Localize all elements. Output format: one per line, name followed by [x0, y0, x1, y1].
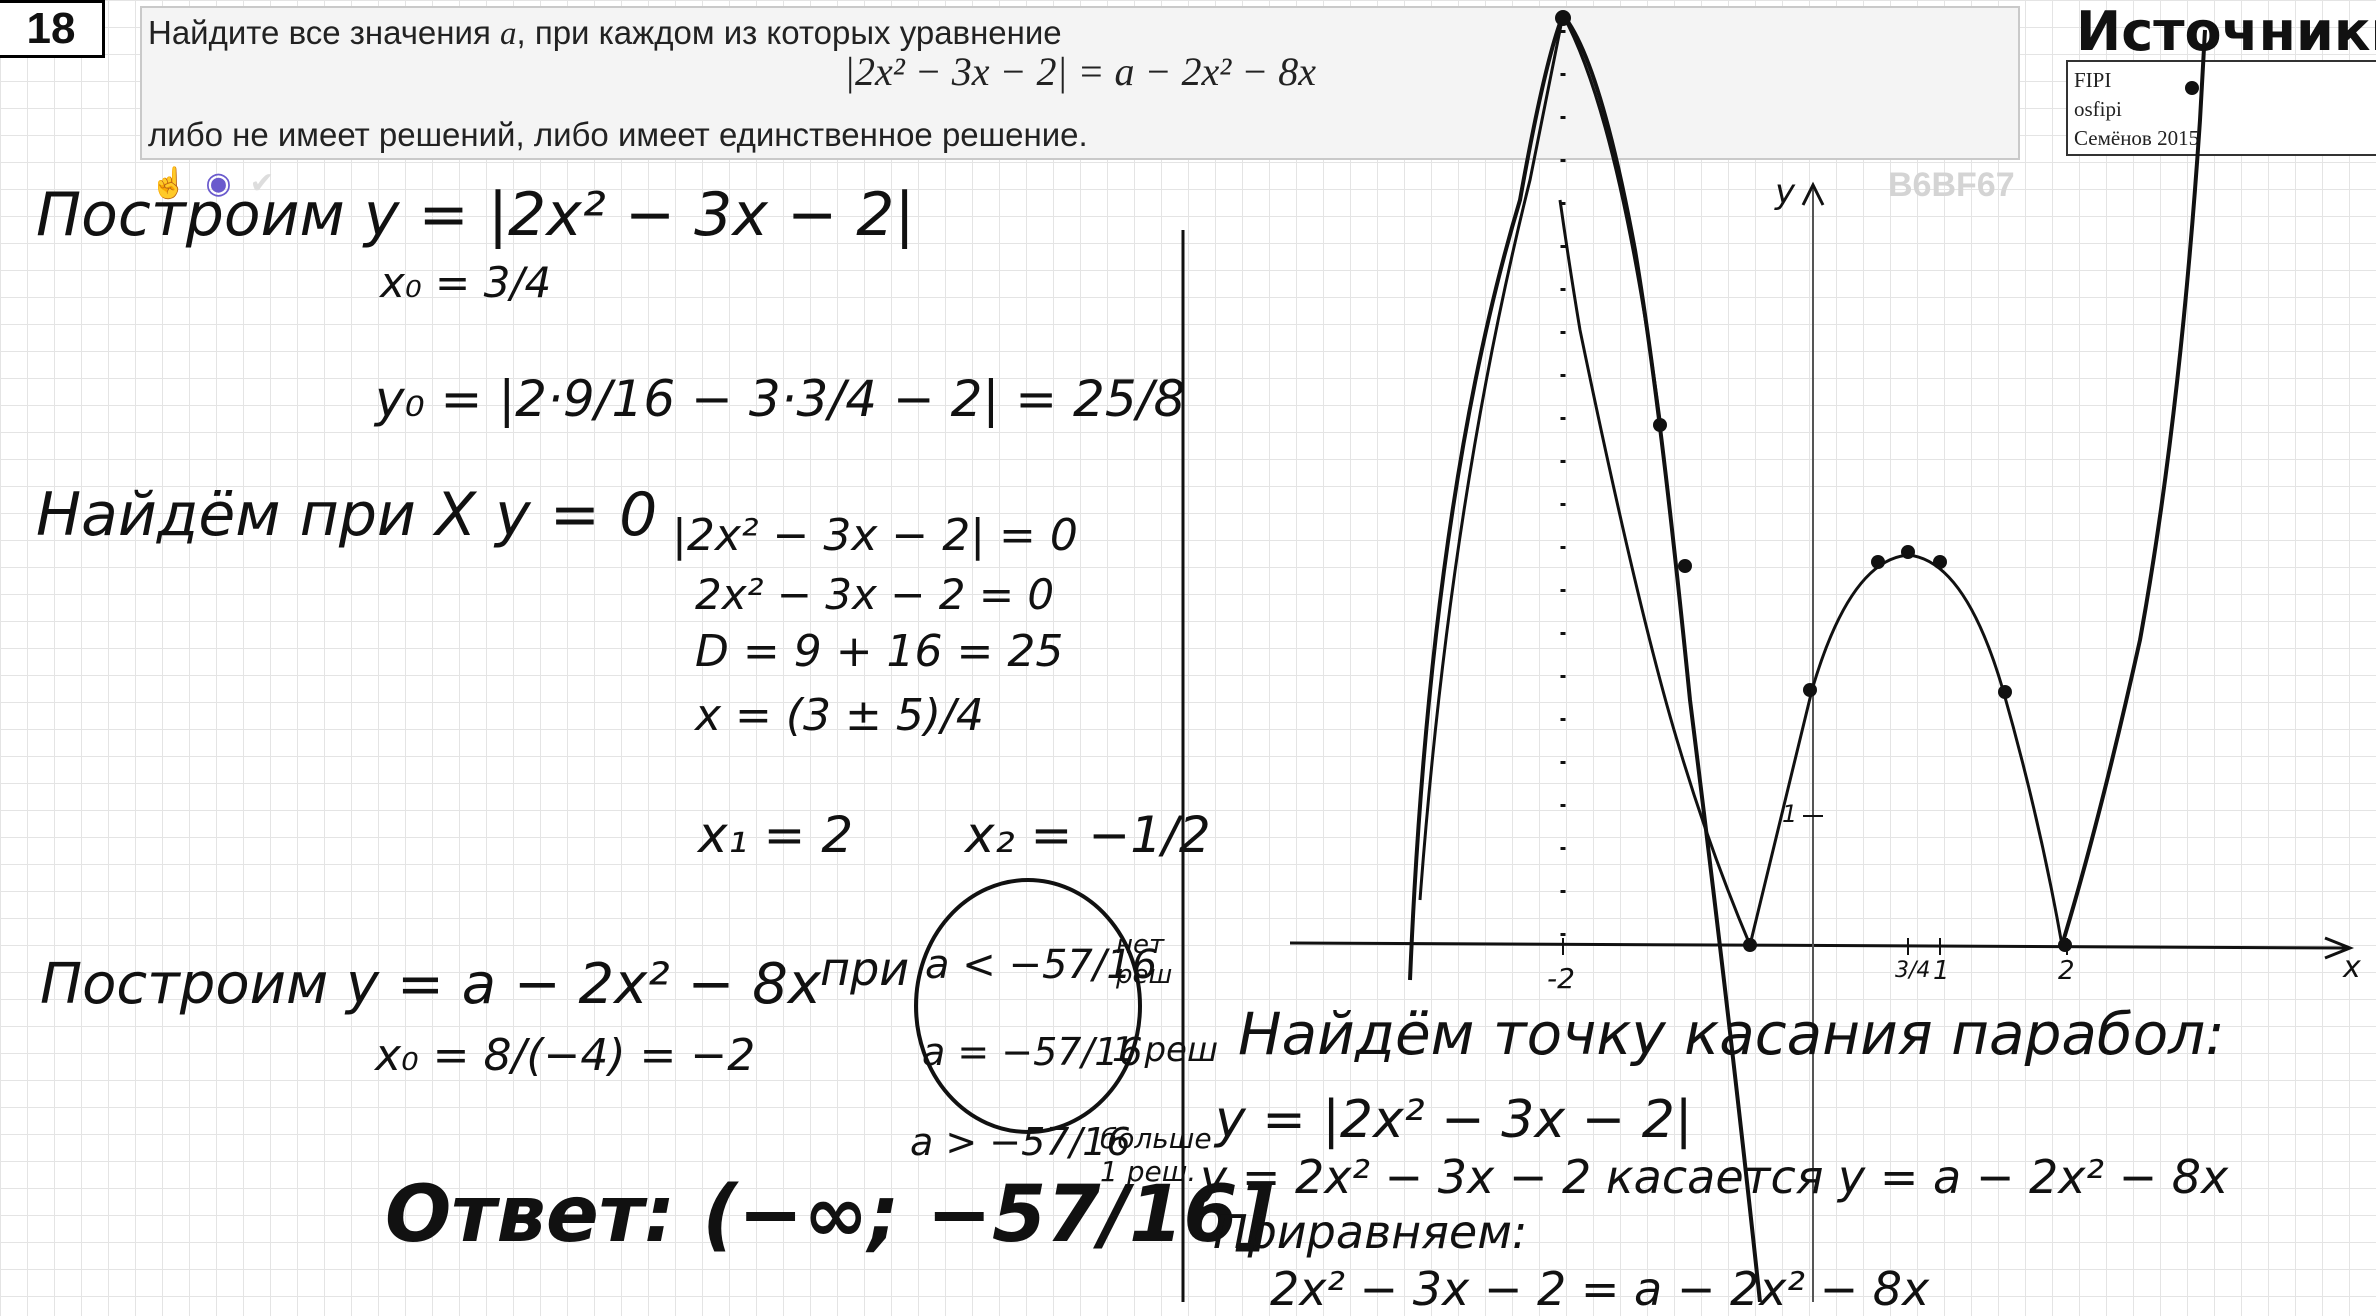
graph-point	[1871, 555, 1885, 569]
checkmark-icon[interactable]: ✔	[249, 167, 275, 200]
source-item[interactable]: osfipi	[2074, 97, 2122, 121]
note-case-equal-result: 1 реш	[1112, 1030, 1219, 1070]
sources-list: FIPI osfipi Семёнов 2015	[2066, 60, 2376, 156]
note-build-abs: Построим y = |2x² − 3x − 2|	[36, 180, 915, 250]
axis-y-label: y	[1775, 172, 1796, 212]
note-discriminant: D = 9 + 16 = 25	[695, 626, 1064, 677]
note-parabola-vertex: x₀ = 8/(−4) = −2	[375, 1030, 756, 1081]
abs-parabola-left	[1558, 199, 1752, 946]
source-item[interactable]: Семёнов 2015	[2074, 126, 2200, 150]
problem-toolbar: ☝ ◉ ✔	[150, 166, 275, 201]
sources-title: Источники:	[2076, 0, 2376, 63]
graph-point	[1743, 938, 1757, 952]
graph-point	[1678, 559, 1692, 573]
x-tick-label: 1	[1933, 956, 1950, 986]
problem-param: a	[499, 16, 517, 52]
note-tangent-heading: Найдём точку касания парабол:	[1238, 1000, 2225, 1068]
problem-equation: |2x² − 3x − 2| = a − 2x² − 8x	[844, 49, 1316, 94]
abs-parabola-right	[2060, 29, 2207, 946]
note-case-less-result: нет реш	[1116, 930, 1173, 990]
x-axis	[1289, 941, 2351, 950]
problem-code: B6BF67	[1888, 166, 2015, 204]
note-build-parabola: Построим y = a − 2x² − 8x	[40, 952, 822, 1017]
abs-parabola-hump	[1748, 553, 2064, 946]
problem-text-line3: либо не имеет решений, либо имеет единст…	[148, 116, 1088, 153]
note-case-equal: a = −57/16	[922, 1030, 1143, 1074]
circle-annotation	[914, 878, 1142, 1134]
x-axis-arrow	[2324, 936, 2355, 960]
note-equate: Приравняем:	[1213, 1205, 1528, 1259]
note-case-greater: a > −57/16	[910, 1120, 1131, 1164]
note-tangent-abs: y = |2x² − 3x − 2|	[1215, 1090, 1693, 1150]
note-find-zeros: Найдём при X y = 0	[36, 480, 658, 550]
eye-icon[interactable]: ◉	[205, 167, 232, 200]
graph-point	[1901, 545, 1915, 559]
x-tick-label: -2	[1547, 962, 1575, 995]
problem-text-line1: Найдите все значения a, при каждом из ко…	[148, 14, 1062, 53]
note-roots-formula: x = (3 ± 5)/4	[695, 690, 984, 741]
note-root1: x₁ = 2	[698, 806, 854, 864]
note-case-greater-result: больше 1 реш.	[1100, 1122, 1212, 1188]
graph-point	[1653, 418, 1667, 432]
graph-point	[1555, 10, 1571, 26]
x-tick-label: 2	[2058, 956, 2075, 986]
problem-number: 18	[0, 0, 105, 58]
graph-point	[2058, 938, 2072, 952]
answer: Ответ: (−∞; −57/16]	[385, 1170, 1274, 1260]
graph-point	[1803, 683, 1817, 697]
y-axis-arrow	[1801, 181, 1825, 206]
source-item[interactable]: FIPI	[2074, 68, 2112, 92]
note-root2: x₂ = −1/2	[965, 806, 1211, 864]
problem-statement: Найдите все значения a, при каждом из ко…	[140, 6, 2020, 160]
graph-point	[2185, 81, 2199, 95]
note-vertex-x: x₀ = 3/4	[380, 258, 552, 307]
y-tick-label: 1	[1782, 800, 1798, 828]
note-case-less: a < −57/16	[925, 942, 1158, 988]
downward-parabola	[1408, 11, 1762, 1302]
downward-parabola-trace	[1418, 14, 1565, 901]
note-when: при	[820, 942, 910, 996]
hand-pointer-icon[interactable]: ☝	[150, 167, 188, 200]
axis-x-label: x	[2343, 950, 2361, 985]
x-tick-label: 3/4	[1895, 958, 1931, 983]
note-eq-zero: |2x² − 3x − 2| = 0	[672, 510, 1078, 561]
problem-text-after: , при каждом из которых уравнение	[516, 14, 1062, 51]
note-quadratic: 2x² − 3x − 2 = 0	[695, 570, 1055, 619]
problem-text-before: Найдите все значения	[148, 14, 500, 51]
note-tangent-condition: y = 2x² − 3x − 2 касается y = a − 2x² − …	[1200, 1150, 2229, 1204]
note-vertex-y: y₀ = |2·9/16 − 3·3/4 − 2| = 25/8	[375, 370, 1186, 428]
downward-parabola-trace-right	[1561, 14, 1662, 421]
graph-point	[1933, 555, 1947, 569]
graph-point	[1998, 685, 2012, 699]
note-equation-final: 2x² − 3x − 2 = a − 2x² − 8x	[1270, 1262, 1930, 1316]
